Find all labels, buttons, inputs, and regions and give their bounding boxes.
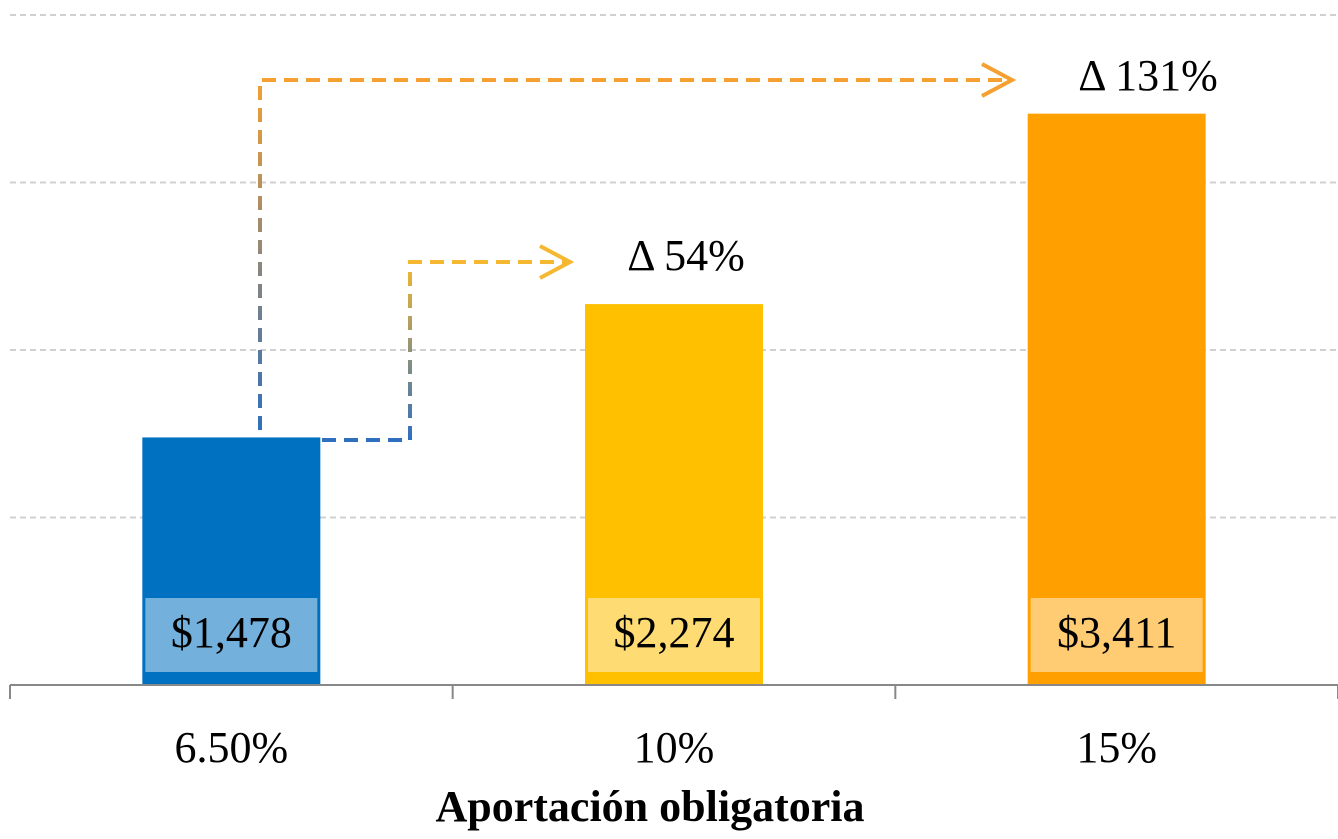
data-label: $1,478 — [171, 608, 292, 657]
bar — [142, 437, 321, 685]
arrow-head — [981, 62, 1017, 98]
growth-arrow — [258, 78, 1010, 430]
x-axis-title: Aportación obligatoria — [436, 782, 865, 831]
data-label-box — [1030, 598, 1203, 672]
bar — [1027, 113, 1206, 686]
bar — [585, 304, 763, 685]
data-label-box — [588, 598, 760, 672]
x-tick-label: 10% — [634, 723, 715, 772]
growth-arrow — [322, 260, 568, 442]
x-tick-label: 6.50% — [175, 723, 289, 772]
annotation: Δ 54% — [627, 231, 745, 280]
arrow-head — [539, 244, 575, 280]
annotation: Δ 131% — [1078, 51, 1218, 100]
x-tick-label: 15% — [1076, 723, 1157, 772]
data-label: $3,411 — [1057, 608, 1176, 657]
data-label-box — [145, 598, 318, 672]
plot-area: $1,478 6.50% $2,274 10% $3,411 15% — [9, 14, 1338, 772]
data-label: $2,274 — [614, 608, 735, 657]
